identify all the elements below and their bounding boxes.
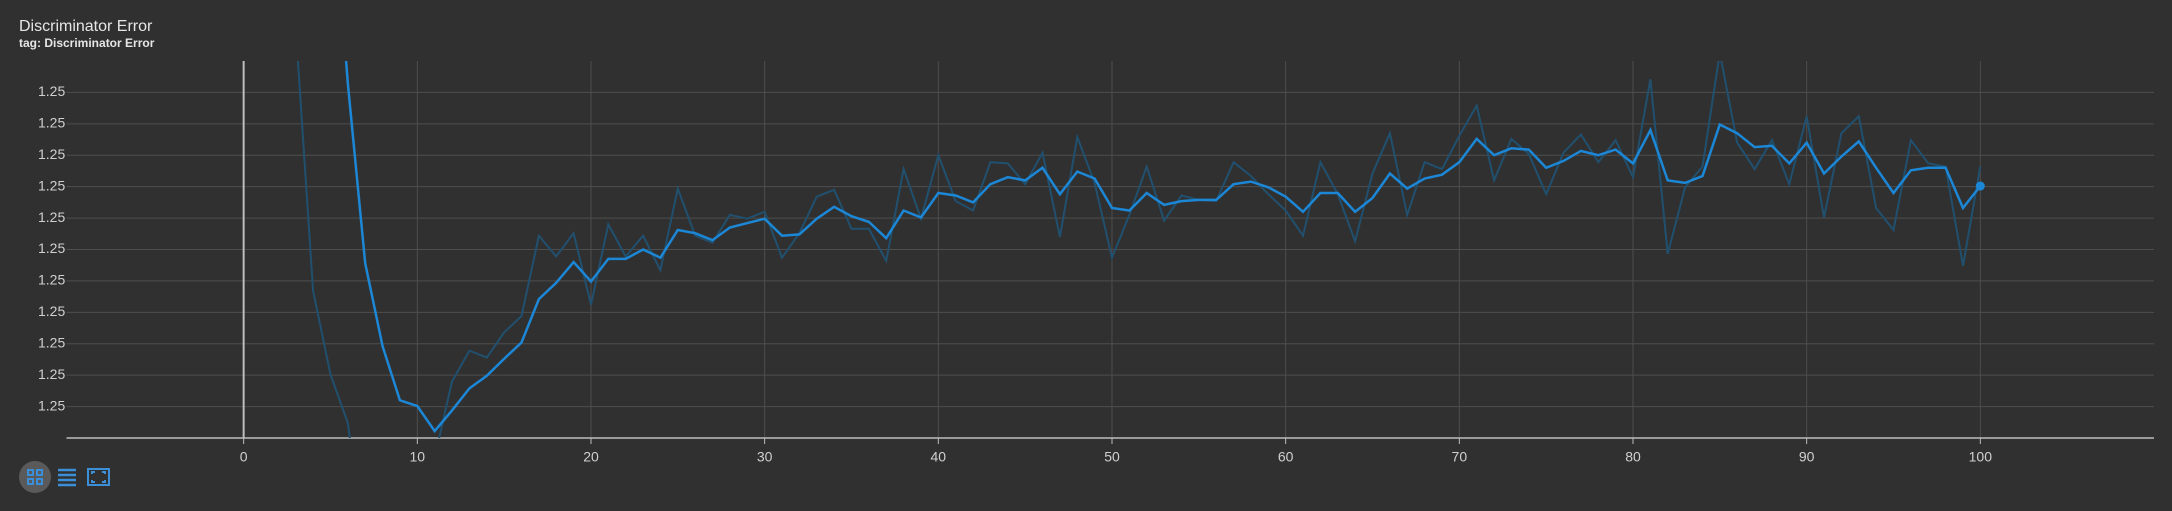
y-tick-label: 1.25 — [38, 272, 65, 288]
series-line — [344, 61, 1982, 434]
y-tick-label: 1.25 — [38, 240, 65, 256]
x-tick-label: 10 — [410, 449, 426, 465]
x-tick-label: 90 — [1799, 449, 1815, 465]
y-tick-label: 1.25 — [38, 334, 65, 350]
x-tick-label: 100 — [1969, 449, 1993, 465]
x-tick-label: 0 — [240, 449, 248, 465]
y-tick-label: 1.25 — [38, 115, 65, 131]
x-tick-label: 30 — [757, 449, 773, 465]
y-tick-label: 1.25 — [38, 366, 65, 382]
y-tick-label: 1.25 — [38, 177, 65, 193]
zoom-button[interactable] — [19, 461, 51, 493]
x-tick-label: 70 — [1452, 449, 1468, 465]
plot-area — [296, 61, 1985, 438]
grid: 1.25 1.25 1.25 1.25 1.25 1.25 1.25 1.25 1.25 1.25… — [38, 61, 2154, 465]
y-tick-label: 1.25 — [38, 209, 65, 225]
y-tick-label: 1.25 — [38, 303, 65, 319]
zoom-icon — [27, 469, 43, 485]
x-tick-label: 80 — [1625, 449, 1641, 465]
y-tick-label: 1.25 — [38, 146, 65, 162]
toolbar — [19, 461, 110, 493]
y-tick-label: 1.25 — [38, 83, 65, 99]
list-button[interactable] — [58, 468, 76, 487]
y-tick-label: 1.25 — [38, 397, 65, 413]
series-line — [296, 61, 1982, 438]
fit-button[interactable] — [87, 468, 110, 486]
x-tick-label: 50 — [1104, 449, 1120, 465]
chart-subtitle: tag: Discriminator Error — [19, 36, 155, 50]
x-tick-label: 40 — [931, 449, 947, 465]
last-point — [1975, 181, 1985, 191]
x-tick-label: 20 — [583, 449, 599, 465]
chart-title: Discriminator Error — [19, 18, 153, 35]
x-tick-label: 60 — [1278, 449, 1294, 465]
